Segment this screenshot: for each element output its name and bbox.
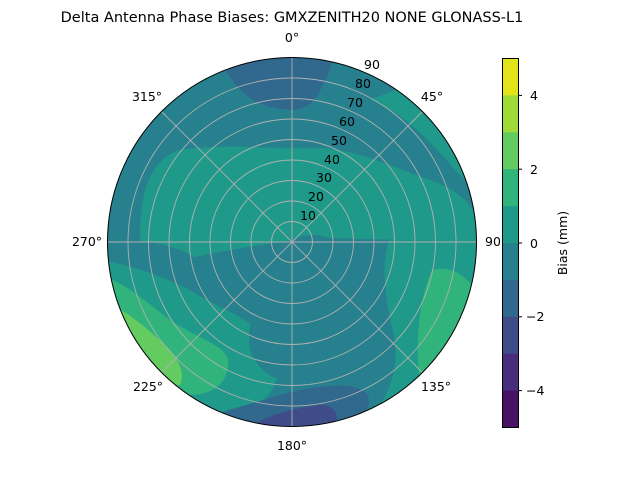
colorbar-bin bbox=[502, 243, 519, 281]
cbar-tick-neg2: −2 bbox=[526, 309, 544, 324]
colorbar-bin bbox=[502, 316, 519, 355]
theta-label-0: 0° bbox=[285, 30, 299, 45]
theta-label-90: 90 bbox=[485, 234, 501, 249]
r-label-10: 10 bbox=[300, 208, 316, 223]
colorbar-bins bbox=[502, 58, 519, 428]
colorbar: 4 2 0 −2 −4 Bias (mm) bbox=[502, 58, 570, 428]
cbar-tick-4: 4 bbox=[530, 88, 538, 103]
cbar-tick-neg4: −4 bbox=[526, 383, 544, 398]
cbar-tick-0: 0 bbox=[530, 236, 538, 251]
theta-label-45: 45° bbox=[421, 89, 443, 104]
r-label-70: 70 bbox=[347, 95, 363, 110]
theta-label-180: 180° bbox=[277, 438, 307, 453]
colorbar-bin bbox=[502, 132, 519, 170]
colorbar-bin bbox=[502, 279, 519, 318]
colorbar-tick-labels: 4 2 0 −2 −4 bbox=[526, 88, 544, 398]
polar-frame bbox=[107, 57, 477, 427]
colorbar-label: Bias (mm) bbox=[555, 211, 570, 275]
colorbar-bin bbox=[502, 169, 519, 207]
r-label-90: 90 bbox=[364, 57, 380, 72]
r-label-80: 80 bbox=[355, 76, 371, 91]
theta-tick-labels: 0° 45° 90 135° 180° 225° 270° 315° bbox=[72, 30, 501, 453]
theta-label-135: 135° bbox=[421, 379, 451, 394]
colorbar-bin bbox=[502, 390, 519, 428]
r-label-30: 30 bbox=[316, 170, 332, 185]
colorbar-ticks bbox=[518, 94, 522, 392]
colorbar-bin bbox=[502, 95, 519, 133]
polar-grid bbox=[107, 57, 477, 427]
polar-plot: 0° 45° 90 135° 180° 225° 270° 315° 10 20… bbox=[72, 30, 501, 453]
cbar-tick-2: 2 bbox=[530, 162, 538, 177]
theta-label-270: 270° bbox=[72, 234, 102, 249]
colorbar-bin bbox=[502, 206, 519, 244]
r-label-60: 60 bbox=[339, 114, 355, 129]
colorbar-bin bbox=[502, 58, 519, 96]
r-label-40: 40 bbox=[324, 152, 340, 167]
chart-title: Delta Antenna Phase Biases: GMXZENITH20 … bbox=[61, 10, 524, 26]
colorbar-bin bbox=[502, 353, 519, 392]
r-label-20: 20 bbox=[308, 189, 324, 204]
r-tick-labels: 10 20 30 40 50 60 70 80 90 bbox=[300, 57, 380, 223]
theta-label-315: 315° bbox=[132, 89, 162, 104]
theta-label-225: 225° bbox=[133, 379, 163, 394]
r-label-50: 50 bbox=[331, 133, 347, 148]
